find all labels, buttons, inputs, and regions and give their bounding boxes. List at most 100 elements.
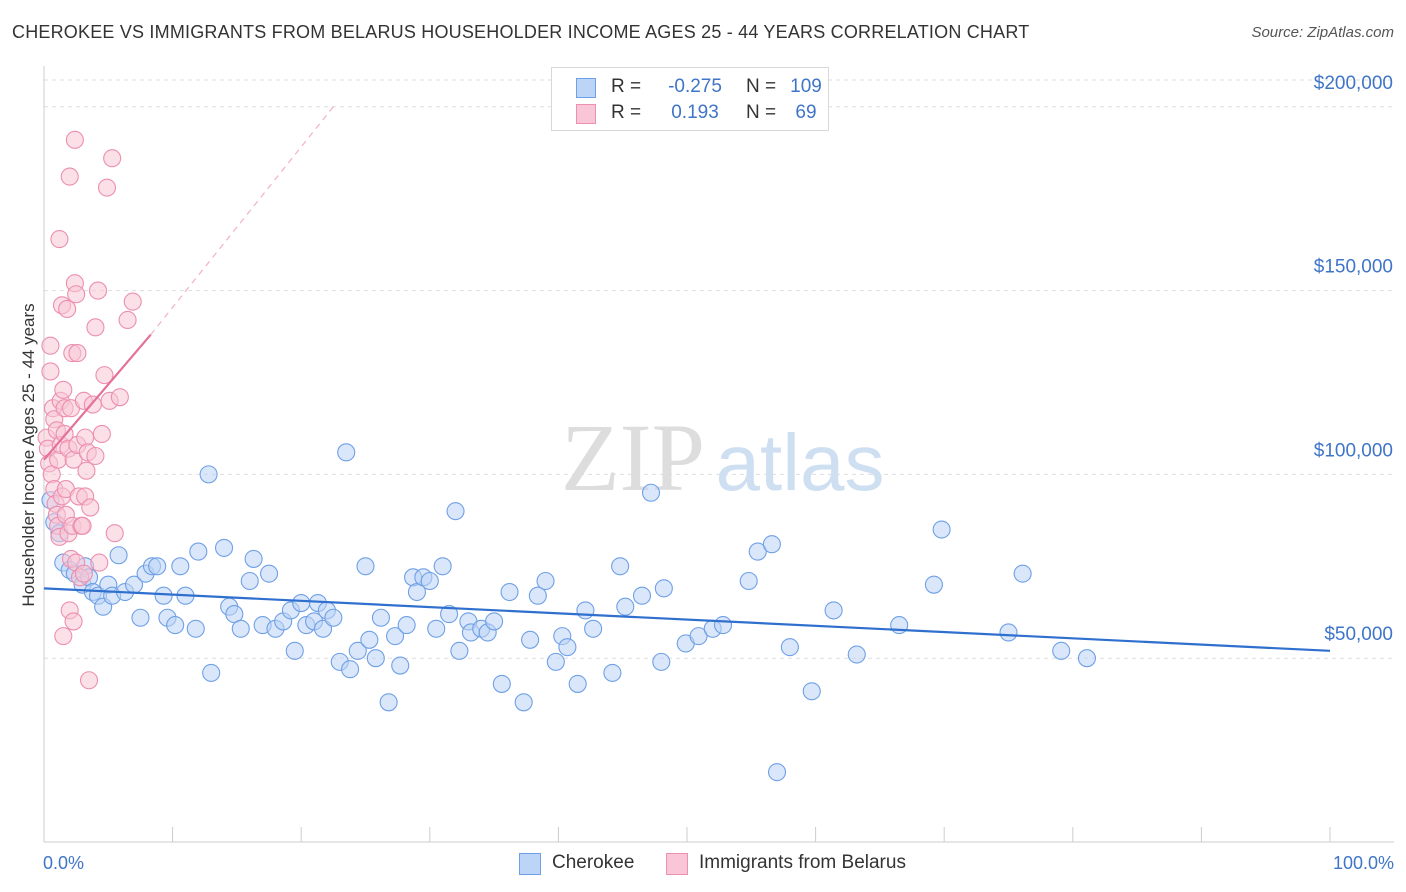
- data-point: [110, 388, 129, 407]
- stats-box: R = -0.275 N = 109 R = 0.193 N = 69: [551, 67, 829, 131]
- y-axis-label: Householder Income Ages 25 - 44 years: [19, 303, 38, 606]
- stats-r-label: R =: [611, 102, 642, 123]
- data-point: [244, 549, 263, 568]
- data-point: [514, 693, 533, 712]
- data-point: [166, 616, 185, 635]
- data-point: [324, 608, 343, 627]
- data-point: [231, 619, 250, 638]
- stats-n-label: N =: [746, 76, 777, 97]
- data-point: [109, 546, 128, 565]
- series-belarus: [37, 130, 142, 690]
- data-points: [37, 130, 1096, 782]
- data-point: [558, 638, 577, 657]
- data-point: [767, 763, 787, 782]
- data-point: [240, 571, 259, 591]
- trend-line-belarus: [43, 333, 152, 461]
- data-point: [802, 682, 821, 701]
- legend: Cherokee Immigrants from Belarus: [0, 851, 1406, 877]
- data-point: [103, 149, 122, 168]
- data-point: [739, 571, 758, 591]
- data-point: [77, 461, 96, 480]
- data-point: [371, 608, 390, 627]
- stats-n-label: N =: [746, 102, 777, 123]
- data-point: [131, 608, 150, 627]
- data-point: [689, 627, 708, 646]
- x-tick-label-right: 100.0%: [1333, 853, 1394, 873]
- data-point: [202, 663, 221, 682]
- trend-line-cherokee: [43, 587, 1331, 652]
- y-tick-label: $150,000: [1314, 257, 1393, 278]
- data-point: [64, 612, 83, 631]
- data-point: [391, 656, 410, 675]
- y-tick-label: $100,000: [1314, 440, 1393, 461]
- data-point: [450, 641, 469, 660]
- data-point: [292, 593, 311, 613]
- data-point: [199, 465, 218, 484]
- y-tick-label: $200,000: [1314, 73, 1393, 94]
- trend-lines: [43, 106, 1331, 652]
- source-credit: Source: ZipAtlas.com: [1251, 24, 1394, 41]
- x-tick-label-left: 0.0%: [43, 853, 84, 873]
- data-point: [386, 627, 405, 646]
- data-point: [366, 649, 385, 668]
- watermark: ZIP atlas: [561, 404, 884, 511]
- data-point: [65, 130, 84, 149]
- data-point: [528, 586, 547, 605]
- data-point: [433, 557, 452, 576]
- data-point: [1013, 564, 1032, 583]
- data-point: [81, 498, 100, 517]
- data-point: [1077, 649, 1096, 668]
- data-point: [171, 557, 190, 576]
- data-point: [123, 292, 142, 311]
- data-point: [76, 428, 95, 447]
- data-point: [54, 380, 73, 399]
- data-point: [521, 630, 540, 649]
- stats-n-value: 69: [795, 102, 817, 123]
- stats-swatch-cherokee: [576, 78, 596, 98]
- series-cherokee: [41, 443, 1096, 782]
- stats-r-value: 0.193: [671, 102, 719, 123]
- data-point: [641, 483, 661, 502]
- data-point: [576, 601, 595, 620]
- y-tick-label: $50,000: [1324, 624, 1393, 645]
- data-point: [86, 446, 105, 466]
- data-point: [420, 571, 439, 591]
- data-point: [74, 564, 93, 583]
- grid-lines: [44, 79, 1394, 659]
- data-point: [427, 619, 446, 638]
- data-point: [584, 619, 603, 638]
- data-point: [536, 571, 555, 591]
- data-point: [259, 564, 279, 583]
- stats-swatch-belarus: [576, 104, 596, 124]
- data-point: [999, 623, 1018, 642]
- data-point: [568, 674, 587, 693]
- data-point: [492, 674, 511, 693]
- data-point: [58, 299, 77, 319]
- data-point: [780, 638, 799, 657]
- data-point: [356, 557, 375, 576]
- data-point: [824, 601, 843, 620]
- watermark-atlas: atlas: [716, 418, 885, 507]
- data-point: [847, 645, 866, 664]
- data-point: [214, 538, 234, 557]
- data-point: [341, 660, 360, 679]
- data-point: [348, 641, 367, 660]
- legend-swatch-belarus: [666, 853, 688, 875]
- data-point: [360, 630, 379, 649]
- data-point: [337, 443, 356, 462]
- data-point: [90, 553, 109, 572]
- data-point: [446, 502, 465, 521]
- data-point: [616, 597, 635, 616]
- data-point: [748, 542, 767, 561]
- data-point: [86, 318, 105, 337]
- data-point: [105, 524, 124, 543]
- legend-swatch-cherokee: [519, 853, 541, 875]
- data-point: [1052, 641, 1071, 660]
- data-point: [440, 605, 459, 624]
- data-point: [603, 663, 622, 682]
- trend-line-extension: [150, 106, 334, 336]
- data-point: [92, 424, 111, 443]
- data-point: [148, 557, 167, 576]
- data-point: [60, 167, 79, 186]
